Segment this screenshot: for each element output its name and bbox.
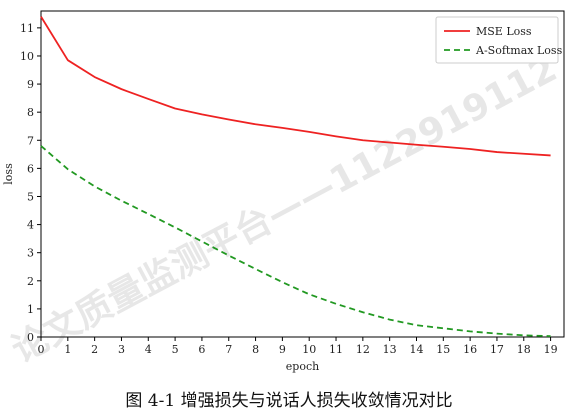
- x-tick-label: 19: [544, 343, 558, 356]
- data-point-a-softmax-loss: [388, 318, 390, 320]
- data-point-a-softmax-loss: [228, 254, 230, 256]
- data-point-mse-loss: [415, 144, 417, 146]
- data-point-a-softmax-loss: [67, 168, 69, 170]
- data-point-mse-loss: [254, 123, 256, 125]
- data-point-mse-loss: [67, 59, 69, 61]
- x-axis-label: epoch: [286, 360, 319, 373]
- x-tick-label: 4: [145, 343, 152, 356]
- legend-box: [435, 16, 559, 64]
- loss-line-chart: 论文质量监测平台——1122919112 0 1 2 3 4 5 6 7 8 9 10 11 12 13 1…: [2, 10, 565, 373]
- figure-caption: 图 4-1 增强损失与说话人损失收敛情况对比: [125, 391, 453, 411]
- y-tick-label: 1: [27, 303, 34, 316]
- x-tick-label: 8: [252, 343, 259, 356]
- data-point-a-softmax-loss: [174, 226, 176, 228]
- data-point-a-softmax-loss: [308, 293, 310, 295]
- legend-label-a-softmax-loss: A-Softmax Loss: [475, 44, 563, 57]
- data-point-a-softmax-loss: [549, 335, 551, 337]
- x-tick-label: 12: [356, 343, 370, 356]
- data-point-mse-loss: [496, 151, 498, 153]
- y-tick-label: 3: [27, 247, 34, 260]
- data-point-mse-loss: [40, 15, 42, 17]
- data-point-a-softmax-loss: [93, 185, 95, 187]
- data-point-a-softmax-loss: [415, 324, 417, 326]
- data-point-a-softmax-loss: [442, 327, 444, 329]
- y-tick-label: 11: [20, 22, 34, 35]
- watermark-text: 论文质量监测平台——1122919112: [5, 48, 563, 371]
- x-tick-label: 9: [279, 343, 286, 356]
- data-point-mse-loss: [147, 98, 149, 100]
- data-point-a-softmax-loss: [362, 311, 364, 313]
- x-tick-label: 11: [329, 343, 343, 356]
- data-point-mse-loss: [201, 113, 203, 115]
- legend: MSE Loss A-Softmax Loss: [435, 16, 563, 64]
- data-point-mse-loss: [362, 139, 364, 141]
- x-tick-label: 17: [490, 343, 504, 356]
- y-tick-label: 2: [27, 275, 34, 288]
- data-point-mse-loss: [442, 146, 444, 148]
- data-point-a-softmax-loss: [201, 240, 203, 242]
- y-tick-label: 7: [27, 134, 34, 147]
- x-tick-label: 14: [409, 343, 423, 356]
- data-point-mse-loss: [93, 76, 95, 78]
- data-point-mse-loss: [281, 127, 283, 129]
- data-point-a-softmax-loss: [254, 268, 256, 270]
- y-axis-label: loss: [2, 163, 15, 185]
- y-tick-label: 5: [27, 190, 34, 203]
- data-point-mse-loss: [388, 141, 390, 143]
- data-point-a-softmax-loss: [496, 332, 498, 334]
- x-tick-label: 15: [436, 343, 450, 356]
- x-tick-label: 7: [225, 343, 232, 356]
- series-line-a-softmax-loss: [40, 145, 551, 338]
- data-point-mse-loss: [228, 118, 230, 120]
- data-point-mse-loss: [308, 131, 310, 133]
- x-tick-label: 6: [198, 343, 205, 356]
- data-point-mse-loss: [174, 107, 176, 109]
- data-point-mse-loss: [523, 153, 525, 155]
- y-tick-label: 4: [27, 219, 34, 232]
- data-point-a-softmax-loss: [40, 145, 42, 147]
- x-tick-label: 3: [118, 343, 125, 356]
- y-tick-label: 6: [27, 162, 34, 175]
- x-tick-label: 0: [38, 343, 45, 356]
- data-point-a-softmax-loss: [281, 281, 283, 283]
- data-point-mse-loss: [469, 148, 471, 150]
- plot-frame: [40, 10, 565, 338]
- data-point-a-softmax-loss: [147, 213, 149, 215]
- y-tick-label: 8: [27, 106, 34, 119]
- x-tick-label: 10: [302, 343, 316, 356]
- data-point-a-softmax-loss: [120, 199, 122, 201]
- data-point-mse-loss: [549, 154, 551, 156]
- series-line-mse-loss: [40, 16, 551, 157]
- x-tick-label: 13: [383, 343, 397, 356]
- y-tick-label: 0: [27, 331, 34, 344]
- x-tick-label: 16: [463, 343, 477, 356]
- watermark: 论文质量监测平台——1122919112: [5, 48, 563, 371]
- data-point-mse-loss: [120, 88, 122, 90]
- y-tick-label: 9: [27, 78, 34, 91]
- data-point-a-softmax-loss: [335, 303, 337, 305]
- axes: 0 1 2 3 4 5 6 7 8 9 10 11 12 13 14 15 16 17 18 190123456789…: [2, 10, 565, 373]
- series-lines: [40, 15, 551, 338]
- y-tick-label: 10: [20, 50, 34, 63]
- x-tick-label: 1: [64, 343, 71, 356]
- x-tick-label: 2: [91, 343, 98, 356]
- data-point-a-softmax-loss: [469, 330, 471, 332]
- x-tick-label: 5: [172, 343, 179, 356]
- data-point-mse-loss: [335, 135, 337, 137]
- data-point-a-softmax-loss: [523, 334, 525, 336]
- x-tick-label: 18: [517, 343, 531, 356]
- legend-label-mse-loss: MSE Loss: [476, 25, 532, 38]
